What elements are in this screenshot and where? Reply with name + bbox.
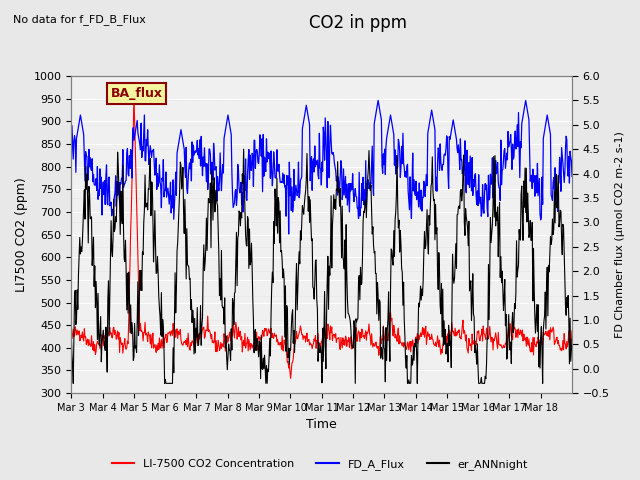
Text: No data for f_FD_B_Flux: No data for f_FD_B_Flux — [13, 14, 146, 25]
Text: BA_flux: BA_flux — [110, 87, 163, 100]
Legend: LI-7500 CO2 Concentration, FD_A_Flux, er_ANNnight: LI-7500 CO2 Concentration, FD_A_Flux, er… — [108, 455, 532, 474]
X-axis label: Time: Time — [307, 419, 337, 432]
Y-axis label: LI7500 CO2 (ppm): LI7500 CO2 (ppm) — [15, 177, 28, 292]
Y-axis label: FD Chamber flux (μmol CO2 m-2 s-1): FD Chamber flux (μmol CO2 m-2 s-1) — [615, 131, 625, 338]
Text: CO2 in ppm: CO2 in ppm — [309, 14, 408, 33]
